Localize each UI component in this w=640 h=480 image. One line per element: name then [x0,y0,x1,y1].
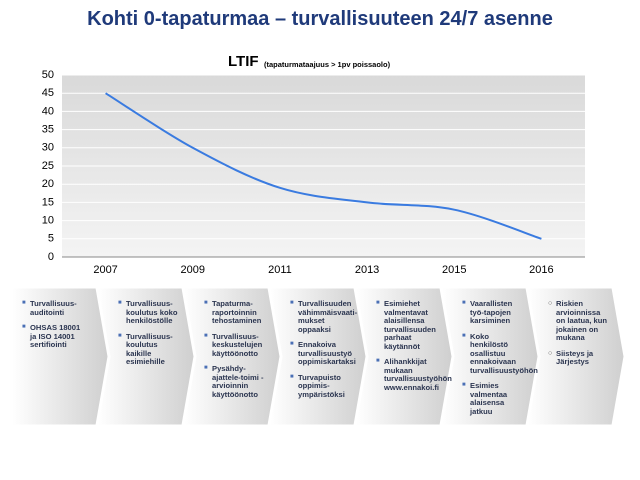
y-tick-label: 0 [48,251,54,263]
step-item: Turvallisuus-koulutus koko henkilöstölle [118,299,180,326]
x-tick-label: 2011 [268,264,292,276]
step-text: Esimiehet valmentavat alaisillensa turva… [376,299,452,399]
y-tick-label: 10 [42,215,54,227]
step-item: Turvallisuuden vähimmäisvaati-mukset opp… [290,299,357,334]
step-item: Tapaturma-raportoinnin tehostaminen [204,299,266,326]
y-tick-label: 50 [42,69,54,81]
step-item: Alihankkijat mukaan turvallisuustyöhön w… [376,357,452,392]
step-item: Ennakoiva turvallisuustyö oppimiskartaks… [290,340,356,367]
x-tick-label: 2009 [181,264,205,276]
slide-title: Kohti 0-tapaturmaa – turvallisuuteen 24/… [87,8,553,30]
step-item: Vaarallisten työ-tapojen karsiminen [462,299,524,326]
step-item: Pysähdy-ajattele-toimi -arvioinnin käytt… [204,364,266,399]
step-item: OHSAS 18001 ja ISO 14001 sertifiointi [22,323,84,350]
step-text: Turvallisuus-auditointi OHSAS 18001 ja IS… [22,299,84,357]
data-line [105,92,542,240]
step-item: Siisteys ja Järjestys [548,349,610,367]
y-tick-label: 5 [48,233,54,245]
y-tick-label: 35 [42,124,54,136]
x-tick-label: 2015 [442,264,466,276]
step-text: Vaarallisten työ-tapojen karsiminen Koko … [462,299,538,423]
y-tick-label: 15 [42,196,54,208]
chart-title: LTIF [228,53,259,70]
y-tick-label: 20 [42,178,54,190]
y-tick-label: 25 [42,160,54,172]
y-tick-label: 45 [42,87,54,99]
step-text: Turvallisuuden vähimmäisvaati-mukset opp… [290,299,357,406]
step-text: Turvallisuus-koulutus koko henkilöstölle… [118,299,180,374]
x-tick-label: 2016 [529,264,553,276]
x-tick-label: 2013 [355,264,379,276]
y-tick-label: 30 [42,142,54,154]
step-text: Riskien arvioinnissa on laatua, kun joka… [548,299,610,374]
step-item: Koko henkilöstö osallistuu ennakoivaan t… [462,332,538,376]
x-tick-label: 2007 [93,264,117,276]
y-tick-label: 40 [42,105,54,117]
step-item: Esimiehet valmentavat alaisillensa turva… [376,299,438,351]
step-text: Tapaturma-raportoinnin tehostaminen Turva… [204,299,266,406]
step-item: Turvallisuus-keskustelujen käyttöönotto [204,332,266,359]
step-item: Riskien arvioinnissa on laatua, kun joka… [548,299,610,343]
step-item: Turvapuisto oppimis-ympäristöksi [290,373,352,400]
chart-subtitle: (tapaturmataajuus > 1pv poissaolo) [264,60,391,69]
step-item: Turvallisuus-koulutus kaikille esimiehil… [118,332,180,367]
step-item: Turvallisuus-auditointi [22,299,84,317]
step-item: Esimies valmentaa alaisensa jatkuu [462,381,524,416]
